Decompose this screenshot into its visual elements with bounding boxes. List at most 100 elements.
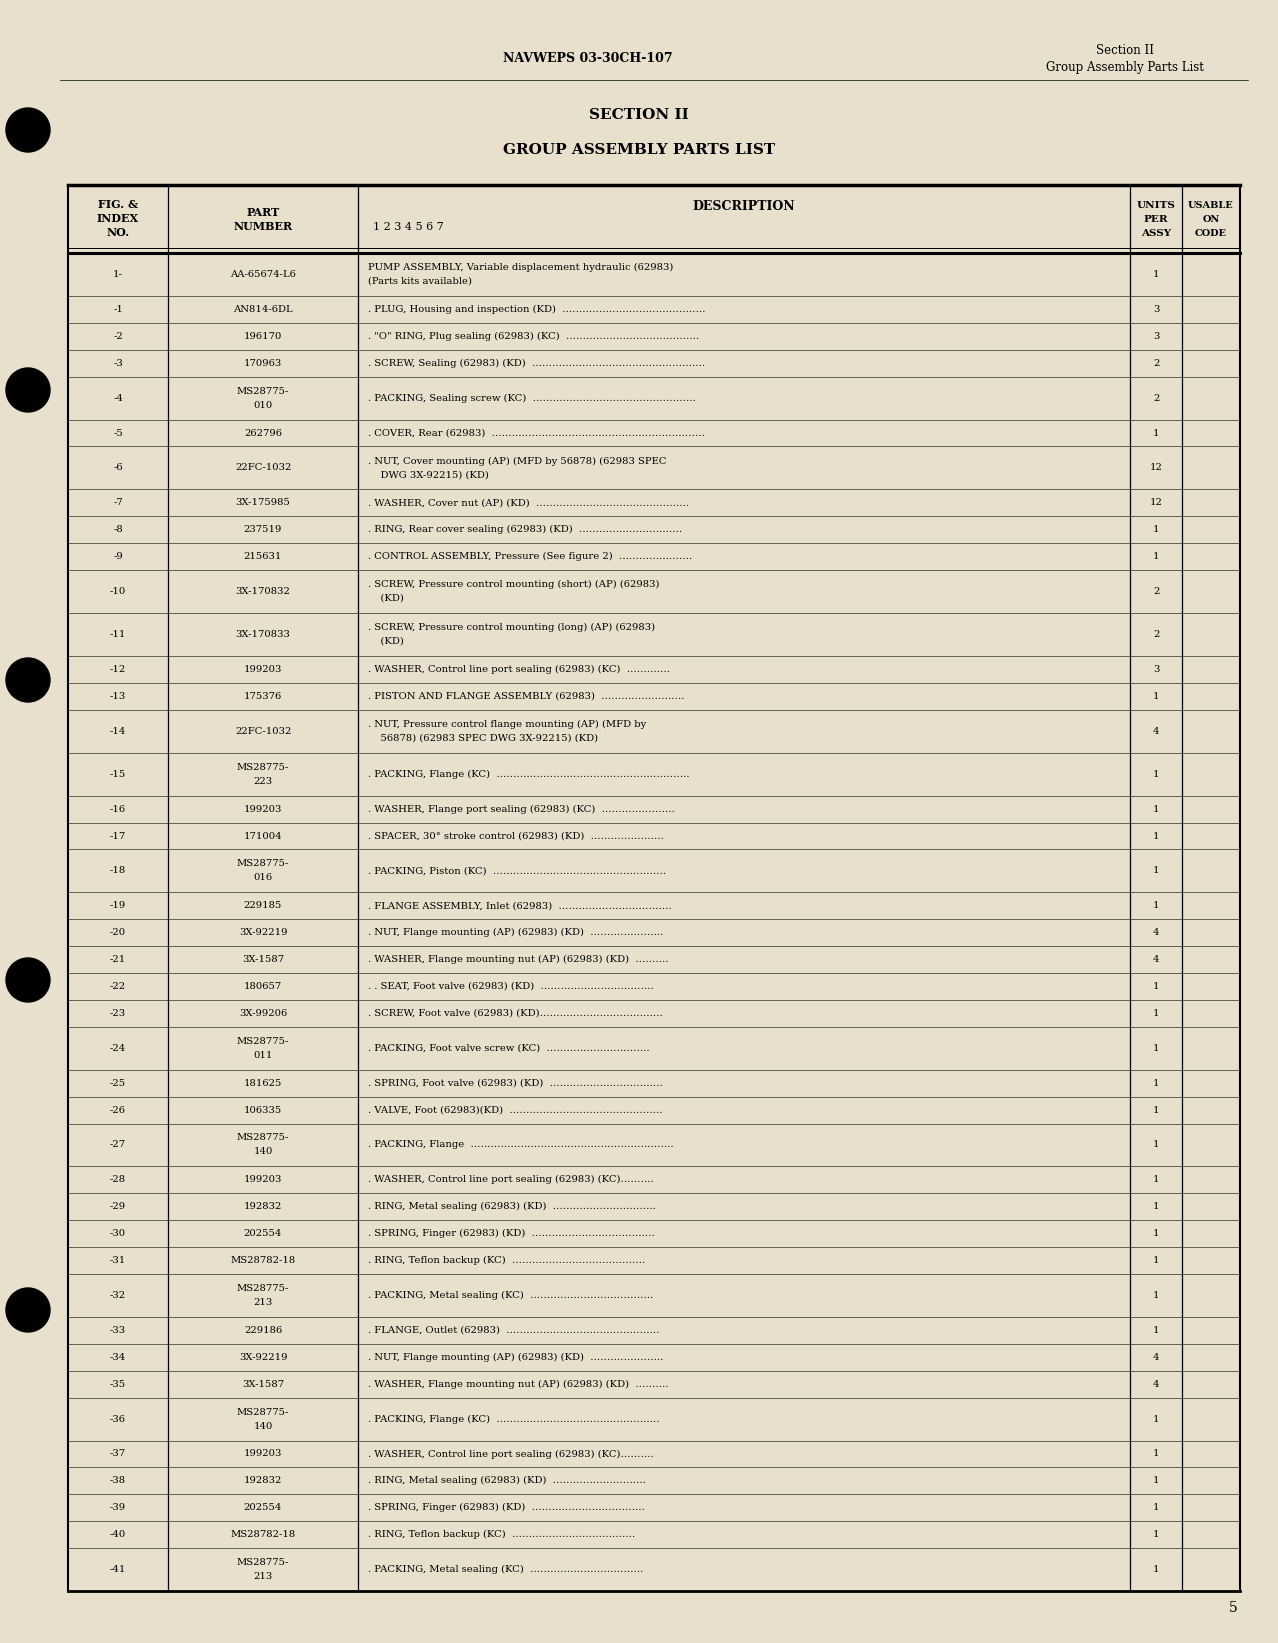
- Text: -21: -21: [110, 955, 127, 964]
- Text: 1: 1: [1153, 1203, 1159, 1211]
- Text: . NUT, Pressure control flange mounting (AP) (MFD by: . NUT, Pressure control flange mounting …: [368, 720, 647, 729]
- Text: . PISTON AND FLANGE ASSEMBLY (62983)  …………………….: . PISTON AND FLANGE ASSEMBLY (62983) …………: [368, 692, 685, 702]
- Text: -36: -36: [110, 1415, 127, 1423]
- Text: NUMBER: NUMBER: [234, 220, 293, 232]
- Text: -30: -30: [110, 1229, 127, 1239]
- Text: 1: 1: [1153, 769, 1159, 779]
- Text: . NUT, Flange mounting (AP) (62983) (KD)  ………………….: . NUT, Flange mounting (AP) (62983) (KD)…: [368, 928, 663, 937]
- Text: -28: -28: [110, 1175, 127, 1185]
- Text: -22: -22: [110, 983, 127, 991]
- Text: 010: 010: [253, 401, 272, 409]
- Text: 12: 12: [1150, 498, 1163, 508]
- Text: AN814-6DL: AN814-6DL: [233, 306, 293, 314]
- Text: . RING, Teflon backup (KC)  ………………………………….: . RING, Teflon backup (KC) ……………………………………: [368, 1255, 645, 1265]
- Text: 016: 016: [253, 874, 272, 882]
- Text: . . SEAT, Foot valve (62983) (KD)  …………………………….: . . SEAT, Foot valve (62983) (KD) …………………: [368, 983, 653, 991]
- Text: 1: 1: [1153, 692, 1159, 702]
- Text: 192832: 192832: [244, 1203, 282, 1211]
- Text: . PACKING, Metal sealing (KC)  …………………………….: . PACKING, Metal sealing (KC) ……………………………: [368, 1564, 643, 1574]
- Text: -39: -39: [110, 1503, 127, 1512]
- Text: 1: 1: [1153, 552, 1159, 562]
- Text: 3X-1587: 3X-1587: [242, 1380, 284, 1388]
- Text: . WASHER, Control line port sealing (62983) (KC)……….: . WASHER, Control line port sealing (629…: [368, 1449, 653, 1459]
- Text: -19: -19: [110, 902, 127, 910]
- Text: 262796: 262796: [244, 429, 282, 437]
- Text: . NUT, Cover mounting (AP) (MFD by 56878) (62983 SPEC: . NUT, Cover mounting (AP) (MFD by 56878…: [368, 457, 667, 465]
- Text: CODE: CODE: [1195, 228, 1227, 238]
- Text: . WASHER, Control line port sealing (62983) (KC)……….: . WASHER, Control line port sealing (629…: [368, 1175, 653, 1185]
- Text: USABLE: USABLE: [1189, 200, 1233, 210]
- Text: AA-65674-L6: AA-65674-L6: [230, 269, 296, 279]
- Text: 22FC-1032: 22FC-1032: [235, 726, 291, 736]
- Text: . SCREW, Pressure control mounting (short) (AP) (62983): . SCREW, Pressure control mounting (shor…: [368, 580, 659, 590]
- Text: 1: 1: [1153, 831, 1159, 841]
- Text: -25: -25: [110, 1079, 127, 1088]
- Text: -33: -33: [110, 1326, 127, 1334]
- Text: MS28782-18: MS28782-18: [230, 1530, 295, 1539]
- Text: 22FC-1032: 22FC-1032: [235, 463, 291, 473]
- Text: -38: -38: [110, 1477, 127, 1485]
- Text: 199203: 199203: [244, 1449, 282, 1459]
- Text: MS28775-: MS28775-: [236, 762, 289, 772]
- Text: 1: 1: [1153, 1566, 1159, 1574]
- Text: -3: -3: [114, 358, 123, 368]
- Text: -1: -1: [112, 306, 123, 314]
- Text: 170963: 170963: [244, 358, 282, 368]
- Text: 2: 2: [1153, 358, 1159, 368]
- Text: . SPRING, Foot valve (62983) (KD)  …………………………….: . SPRING, Foot valve (62983) (KD) …………………: [368, 1079, 663, 1088]
- Text: Section II: Section II: [1095, 44, 1154, 58]
- Text: -5: -5: [114, 429, 123, 437]
- Text: 215631: 215631: [244, 552, 282, 562]
- Text: . SPRING, Finger (62983) (KD)  ……………………………….: . SPRING, Finger (62983) (KD) ……………………………: [368, 1229, 654, 1239]
- Text: . FLANGE, Outlet (62983)  ……………………………………….: . FLANGE, Outlet (62983) …………………………………………: [368, 1326, 659, 1334]
- Text: 213: 213: [253, 1298, 272, 1306]
- Text: -9: -9: [114, 552, 123, 562]
- Text: . PACKING, Foot valve screw (KC)  ………………………….: . PACKING, Foot valve screw (KC) ……………………: [368, 1043, 649, 1053]
- Text: 1: 1: [1153, 1106, 1159, 1114]
- Text: NO.: NO.: [106, 227, 129, 238]
- Text: 1: 1: [1153, 526, 1159, 534]
- Text: -6: -6: [114, 463, 123, 473]
- Text: ASSY: ASSY: [1141, 228, 1171, 238]
- Text: . WASHER, Control line port sealing (62983) (KC)  ………….: . WASHER, Control line port sealing (629…: [368, 665, 670, 674]
- Text: 1: 1: [1153, 1291, 1159, 1300]
- Text: . VALVE, Foot (62983)(KD)  ……………………………………….: . VALVE, Foot (62983)(KD) ………………………………………: [368, 1106, 662, 1114]
- Text: . PACKING, Flange (KC)  ………………………………………….: . PACKING, Flange (KC) ………………………………………….: [368, 1415, 659, 1423]
- Text: MS28775-: MS28775-: [236, 1558, 289, 1567]
- Text: . CONTROL ASSEMBLY, Pressure (See figure 2)  ………………….: . CONTROL ASSEMBLY, Pressure (See figure…: [368, 552, 693, 562]
- Text: . PACKING, Piston (KC)  …………………………………………….: . PACKING, Piston (KC) ………………………………………………: [368, 866, 666, 876]
- Text: 3X-99206: 3X-99206: [239, 1009, 288, 1019]
- Circle shape: [6, 1288, 50, 1332]
- Text: (Parts kits available): (Parts kits available): [368, 278, 472, 286]
- Text: 181625: 181625: [244, 1079, 282, 1088]
- Text: . PACKING, Flange  …………………………………………………….: . PACKING, Flange …………………………………………………….: [368, 1140, 674, 1150]
- Text: 3: 3: [1153, 665, 1159, 674]
- Text: 1: 1: [1153, 983, 1159, 991]
- Text: 4: 4: [1153, 726, 1159, 736]
- Text: . SPRING, Finger (62983) (KD)  …………………………….: . SPRING, Finger (62983) (KD) ……………………………: [368, 1503, 644, 1512]
- Circle shape: [6, 108, 50, 153]
- Text: 213: 213: [253, 1572, 272, 1581]
- Text: 1 2 3 4 5 6 7: 1 2 3 4 5 6 7: [373, 222, 443, 232]
- Text: 1: 1: [1153, 1326, 1159, 1334]
- Text: -34: -34: [110, 1352, 127, 1362]
- Text: 175376: 175376: [244, 692, 282, 702]
- Text: 237519: 237519: [244, 526, 282, 534]
- Text: 011: 011: [253, 1052, 272, 1060]
- Text: 3X-170833: 3X-170833: [235, 629, 290, 639]
- Text: . SPACER, 30° stroke control (62983) (KD)  ………………….: . SPACER, 30° stroke control (62983) (KD…: [368, 831, 663, 841]
- Text: -18: -18: [110, 866, 127, 876]
- Text: 171004: 171004: [244, 831, 282, 841]
- Text: 199203: 199203: [244, 805, 282, 813]
- Text: -31: -31: [110, 1255, 127, 1265]
- Text: FIG. &: FIG. &: [98, 199, 138, 210]
- Text: -7: -7: [114, 498, 123, 508]
- Text: 1: 1: [1153, 866, 1159, 876]
- Text: 223: 223: [253, 777, 272, 785]
- Text: -11: -11: [110, 629, 127, 639]
- Text: 3X-175985: 3X-175985: [235, 498, 290, 508]
- Text: 1: 1: [1153, 429, 1159, 437]
- Text: MS28775-: MS28775-: [236, 1037, 289, 1047]
- Text: -17: -17: [110, 831, 127, 841]
- Text: 202554: 202554: [244, 1229, 282, 1239]
